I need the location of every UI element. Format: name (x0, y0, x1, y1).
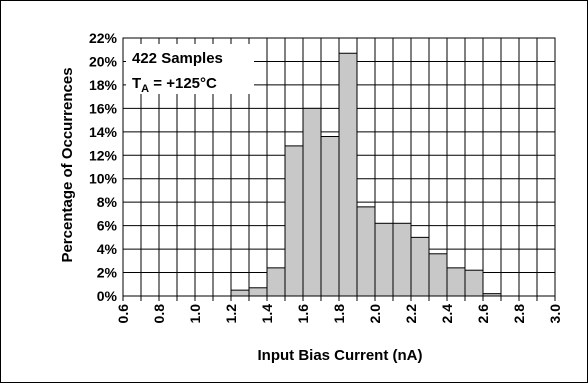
temp-prefix: T (132, 75, 141, 92)
y-tick-label: 16% (89, 100, 118, 116)
x-tick-label: 0.6 (115, 304, 131, 324)
y-tick-labels: 0% 2% 4% 6% 8% 10% 12% 14% 16% 18% 20% 22% (89, 30, 118, 304)
x-tick-label: 2.2 (403, 304, 419, 324)
histogram-bar (320, 136, 340, 297)
histogram-bars (230, 52, 502, 297)
y-tick-label: 6% (97, 218, 118, 234)
y-tick-label: 14% (89, 124, 118, 140)
temp-subscript: A (141, 83, 149, 95)
annotation-box: 422 Samples TA = +125°C (126, 44, 254, 95)
x-axis-label: Input Bias Current (nA) (258, 347, 423, 364)
y-tick-label: 10% (89, 171, 118, 187)
x-tick-label: 1.0 (187, 304, 203, 324)
x-tick-label: 2.6 (475, 304, 491, 324)
y-tick-label: 18% (89, 77, 118, 93)
histogram-bar (356, 206, 376, 297)
x-tick-label: 1.8 (331, 304, 347, 324)
histogram-bar (302, 107, 322, 297)
x-tick-label: 0.8 (151, 304, 167, 324)
x-tick-label: 1.4 (259, 304, 275, 324)
histogram-bar (446, 267, 466, 297)
histogram-bar (266, 267, 286, 297)
x-tick-label: 3.0 (547, 304, 563, 324)
x-tick-label: 2.4 (439, 304, 455, 324)
histogram-bar (338, 52, 358, 297)
x-tick-labels: 0.6 0.8 1.0 1.2 1.4 1.6 1.8 2.0 2.2 2.4 2.6 2.8 3.0 (115, 304, 563, 324)
histogram-bar (410, 236, 430, 297)
histogram-bar (428, 253, 448, 297)
x-tick-label: 2.8 (511, 304, 527, 324)
x-tick-label: 1.6 (295, 304, 311, 324)
y-tick-label: 2% (97, 265, 118, 281)
y-tick-label: 20% (89, 53, 118, 69)
samples-annotation: 422 Samples (132, 50, 223, 67)
temp-suffix: = +125°C (149, 75, 217, 92)
histogram-bar (230, 289, 250, 297)
x-tick-label: 2.0 (367, 304, 383, 324)
y-tick-label: 8% (97, 194, 118, 210)
histogram-bar (284, 145, 304, 297)
histogram-bar (374, 222, 394, 297)
histogram-bar (464, 269, 484, 297)
histogram-bar (392, 222, 412, 297)
axes (122, 37, 556, 301)
histogram-bar (248, 287, 268, 297)
y-axis-label: Percentage of Occurrences (59, 67, 76, 262)
y-tick-label: 0% (97, 288, 118, 304)
x-tick-label: 1.2 (223, 304, 239, 324)
y-tick-label: 12% (89, 147, 118, 163)
y-tick-label: 22% (89, 30, 118, 46)
temperature-annotation: TA = +125°C (132, 75, 217, 95)
y-tick-label: 4% (97, 241, 118, 257)
